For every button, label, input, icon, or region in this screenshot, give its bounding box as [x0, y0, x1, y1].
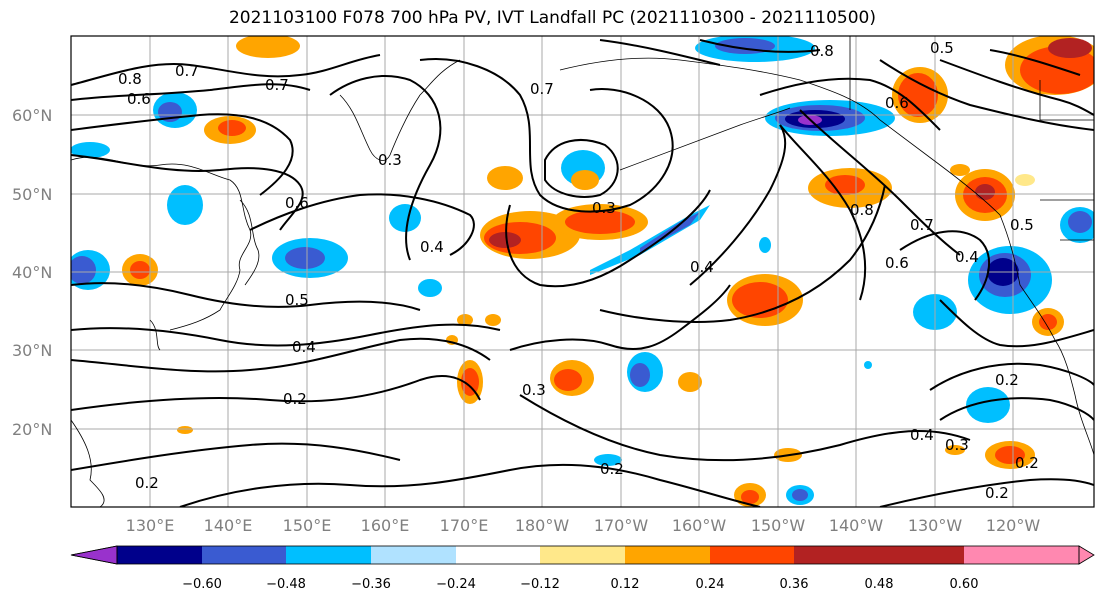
colorbar-segment [456, 546, 540, 564]
contour-label: 0.6 [127, 90, 151, 108]
colorbar-tick-label: 0.48 [865, 577, 894, 592]
colorbar-extend-min [70, 545, 118, 565]
contour-label: 0.5 [930, 39, 954, 57]
lon-label: 150°W [751, 516, 806, 535]
colorbar-extend-max [1079, 546, 1094, 564]
contour-label: 0.4 [420, 238, 444, 256]
map-title: 2021103100 F078 700 hPa PV, IVT Landfall… [228, 8, 876, 28]
lon-label: 150°E [283, 516, 332, 535]
colorbar-tick-label: 0.24 [696, 577, 725, 592]
contour-label: 0.2 [600, 460, 624, 478]
lon-label: 170°E [440, 516, 489, 535]
colorbar-segment [540, 546, 625, 564]
contour-label: 0.6 [885, 94, 909, 112]
colorbar-tick-label: 0.12 [611, 577, 640, 592]
lat-label: 30°N [12, 341, 52, 360]
contour-label: 0.2 [283, 390, 307, 408]
colorbar-tick-label: 0.60 [950, 577, 979, 592]
contour-label: 0.6 [285, 194, 309, 212]
lat-label: 50°N [12, 185, 52, 204]
colorbar-segment [794, 546, 879, 564]
contour-label: 0.2 [995, 371, 1019, 389]
longitude-labels: 130°E 140°E 150°E 160°E 170°E 180°W 170°… [126, 516, 1041, 535]
colorbar-segment [625, 546, 710, 564]
colorbar-tick-label: 0.36 [780, 577, 809, 592]
latitude-labels: 60°N 50°N 40°N 30°N 20°N [12, 106, 52, 439]
colorbar-tick-label: −0.24 [436, 577, 476, 592]
contour-label: 0.2 [985, 484, 1009, 502]
colorbar-tick-label: −0.60 [182, 577, 222, 592]
contour-label: 0.6 [885, 254, 909, 272]
lat-label: 40°N [12, 263, 52, 282]
lon-label: 120°W [986, 516, 1041, 535]
contour-label: 0.3 [378, 151, 402, 169]
lat-label: 20°N [12, 420, 52, 439]
colorbar-segment [879, 546, 964, 564]
gridlines [71, 36, 1094, 507]
pv-contours [71, 39, 1094, 507]
contour-label: 0.4 [690, 258, 714, 276]
contour-label: 0.2 [135, 474, 159, 492]
colorbar-segment [202, 546, 286, 564]
colorbar-segment [710, 546, 794, 564]
colorbar-tick-label: −0.36 [351, 577, 391, 592]
colorbar-ticks: −0.60 −0.48 −0.36 −0.24 −0.12 0.12 0.24 … [182, 577, 978, 592]
contour-label: 0.8 [810, 42, 834, 60]
contour-labels: 0.8 0.7 0.6 0.7 0.7 0.8 0.5 0.6 0.3 0.6 … [118, 39, 1039, 502]
colorbar-segment [964, 546, 1079, 564]
colorbar-tick-label: −0.12 [520, 577, 560, 592]
lon-label: 130°E [126, 516, 175, 535]
contour-label: 0.5 [1010, 216, 1034, 234]
contour-label: 0.4 [910, 426, 934, 444]
contour-label: 0.3 [945, 436, 969, 454]
colorbar-segment [371, 546, 456, 564]
contour-label: 0.7 [910, 216, 934, 234]
lon-label: 160°W [672, 516, 727, 535]
colorbar-segment [117, 546, 202, 564]
contour-label: 0.8 [118, 70, 142, 88]
lon-label: 160°E [361, 516, 410, 535]
contour-label: 0.7 [265, 76, 289, 94]
contour-label: 0.3 [522, 381, 546, 399]
pv-shading [71, 36, 1094, 507]
contour-label: 0.7 [175, 62, 199, 80]
contour-label: 0.5 [285, 291, 309, 309]
contour-label: 0.7 [530, 80, 554, 98]
contour-label: 0.2 [1015, 454, 1039, 472]
contour-label: 0.4 [955, 248, 979, 266]
lon-label: 130°W [908, 516, 963, 535]
contour-label: 0.3 [592, 199, 616, 217]
colorbar-segment [286, 546, 371, 564]
lon-label: 140°E [204, 516, 253, 535]
colorbar: −0.60 −0.48 −0.36 −0.24 −0.12 0.12 0.24 … [70, 545, 1095, 592]
lon-label: 140°W [829, 516, 884, 535]
colorbar-tick-label: −0.48 [266, 577, 306, 592]
contour-label: 0.4 [292, 338, 316, 356]
contour-label: 0.8 [850, 201, 874, 219]
lon-label: 180°W [515, 516, 570, 535]
lat-label: 60°N [12, 106, 52, 125]
map-frame [70, 35, 1095, 508]
lon-label: 170°W [594, 516, 649, 535]
